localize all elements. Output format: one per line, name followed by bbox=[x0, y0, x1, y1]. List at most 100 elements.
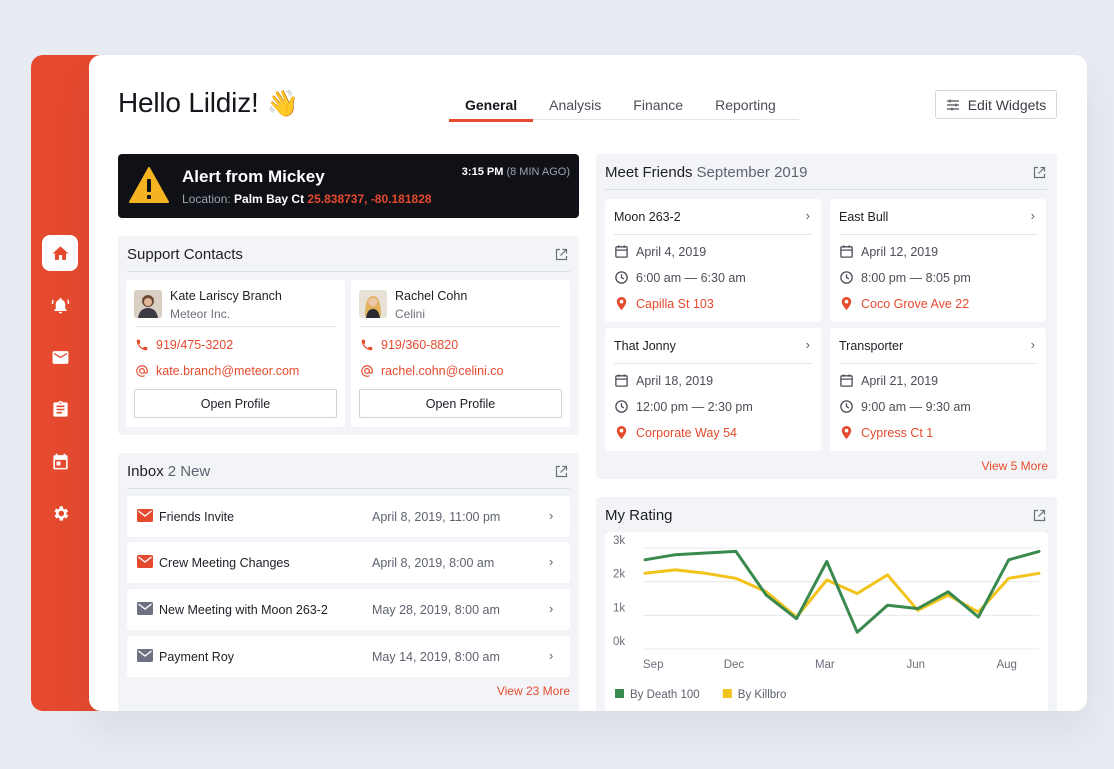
chevron-right-icon: › bbox=[549, 554, 554, 569]
contact-email[interactable]: rachel.cohn@celini.co bbox=[360, 364, 503, 378]
contact-phone[interactable]: 919/475-3202 bbox=[135, 338, 233, 352]
alert-time: 3:15 PM (8 MIN AGO) bbox=[462, 166, 570, 178]
friends-period: September 2019 bbox=[696, 164, 808, 181]
x-tick-label: Mar bbox=[815, 659, 835, 671]
gear-icon[interactable] bbox=[42, 495, 78, 531]
chevron-right-icon: › bbox=[549, 601, 554, 616]
map-pin-icon bbox=[841, 425, 852, 440]
meeting-card[interactable]: Transporter › April 21, 2019 9:00 am — 9… bbox=[830, 328, 1046, 451]
clipboard-icon[interactable] bbox=[42, 391, 78, 427]
meeting-time: 9:00 am — 9:30 am bbox=[839, 399, 971, 414]
calendar-icon bbox=[615, 374, 628, 387]
inbox-row[interactable]: Crew Meeting Changes April 8, 2019, 8:00… bbox=[127, 542, 570, 583]
external-link-icon[interactable] bbox=[555, 248, 568, 261]
inbox-date: May 14, 2019, 8:00 am bbox=[372, 650, 500, 664]
divider bbox=[614, 363, 812, 364]
inbox-row[interactable]: Payment Roy May 14, 2019, 8:00 am › bbox=[127, 636, 570, 677]
tab-finance[interactable]: Finance bbox=[633, 97, 684, 113]
chevron-right-icon: › bbox=[549, 508, 554, 523]
meeting-location-text: Corporate Way 54 bbox=[636, 425, 737, 440]
tab-reporting[interactable]: Reporting bbox=[715, 97, 776, 113]
contact-phone[interactable]: 919/360-8820 bbox=[360, 338, 458, 352]
calendar-icon bbox=[840, 374, 853, 387]
inbox-subject: Crew Meeting Changes bbox=[159, 556, 290, 570]
mail-icon[interactable] bbox=[42, 339, 78, 375]
meeting-card[interactable]: That Jonny › April 18, 2019 12:00 pm — 2… bbox=[605, 328, 821, 451]
contact-card: Rachel Cohn Celini 919/360-8820 rachel.c… bbox=[351, 280, 570, 427]
sliders-icon bbox=[946, 99, 959, 110]
meeting-location-text: Cypress Ct 1 bbox=[861, 425, 934, 440]
meeting-time-text: 6:00 am — 6:30 am bbox=[636, 270, 746, 285]
divider bbox=[605, 189, 1048, 190]
edit-widgets-label: Edit Widgets bbox=[967, 96, 1047, 113]
tab-bar: General Analysis Finance Reporting bbox=[449, 90, 799, 122]
bell-alarm-icon[interactable] bbox=[42, 287, 78, 323]
waving-hand-icon: 👋 bbox=[266, 87, 299, 118]
inbox-subject: Payment Roy bbox=[159, 650, 235, 664]
meeting-location[interactable]: Corporate Way 54 bbox=[614, 425, 737, 440]
dashboard-panel: Hello Lildiz! 👋 General Analysis Finance… bbox=[89, 55, 1087, 711]
divider bbox=[839, 363, 1037, 364]
alert-title: Alert from Mickey bbox=[182, 167, 325, 186]
legend-label: By Death 100 bbox=[630, 689, 700, 701]
legend-swatch bbox=[722, 689, 732, 698]
support-contacts-card: Support Contacts Kate Lariscy Branch Met… bbox=[118, 236, 579, 435]
inbox-count: 2 New bbox=[167, 463, 211, 480]
warning-icon bbox=[129, 167, 169, 203]
external-link-icon[interactable] bbox=[555, 465, 568, 478]
edit-widgets-button[interactable]: Edit Widgets bbox=[935, 90, 1057, 119]
contact-email-text: rachel.cohn@celini.co bbox=[381, 364, 504, 378]
chevron-right-icon: › bbox=[805, 337, 810, 352]
legend-swatch bbox=[615, 689, 624, 698]
meeting-name: Transporter bbox=[839, 339, 904, 353]
meet-friends-card: Meet Friends September 2019 Moon 263-2 › … bbox=[596, 154, 1057, 479]
meeting-time: 8:00 pm — 8:05 pm bbox=[839, 270, 971, 285]
alert-time-ago: (8 MIN AGO) bbox=[506, 166, 570, 178]
map-pin-icon bbox=[616, 425, 627, 440]
external-link-icon[interactable] bbox=[1033, 166, 1046, 179]
meeting-name: East Bull bbox=[839, 210, 889, 224]
inbox-title: Inbox bbox=[127, 463, 164, 480]
divider bbox=[839, 234, 1037, 235]
meeting-location[interactable]: Coco Grove Ave 22 bbox=[839, 296, 969, 311]
chevron-right-icon: › bbox=[1030, 208, 1035, 223]
clock-icon bbox=[615, 400, 628, 413]
meeting-date-text: April 12, 2019 bbox=[861, 244, 939, 259]
contact-phone-text: 919/475-3202 bbox=[156, 338, 234, 352]
meeting-card[interactable]: Moon 263-2 › April 4, 2019 6:00 am — 6:3… bbox=[605, 199, 821, 322]
meeting-time-text: 8:00 pm — 8:05 pm bbox=[861, 270, 971, 285]
tab-general[interactable]: General bbox=[449, 90, 534, 122]
meeting-location[interactable]: Capilla St 103 bbox=[614, 296, 714, 311]
meeting-card[interactable]: East Bull › April 12, 2019 8:00 pm — 8:0… bbox=[830, 199, 1046, 322]
alert-banner[interactable]: Alert from Mickey Location: Palm Bay Ct … bbox=[118, 154, 579, 218]
inbox-subject: New Meeting with Moon 263-2 bbox=[159, 603, 328, 617]
view-more-link[interactable]: View 23 More bbox=[496, 684, 570, 698]
open-profile-button[interactable]: Open Profile bbox=[134, 389, 337, 418]
meeting-time-text: 12:00 pm — 2:30 pm bbox=[636, 399, 753, 414]
open-profile-button[interactable]: Open Profile bbox=[359, 389, 562, 418]
meeting-location[interactable]: Cypress Ct 1 bbox=[839, 425, 933, 440]
meeting-time: 6:00 am — 6:30 am bbox=[614, 270, 746, 285]
divider bbox=[135, 326, 336, 327]
meeting-date-text: April 21, 2019 bbox=[861, 373, 939, 388]
phone-icon bbox=[361, 339, 373, 351]
inbox-date: April 8, 2019, 8:00 am bbox=[372, 556, 495, 570]
series-line bbox=[643, 568, 1041, 619]
meeting-time-text: 9:00 am — 9:30 am bbox=[861, 399, 971, 414]
inbox-row[interactable]: New Meeting with Moon 263-2 May 28, 2019… bbox=[127, 589, 570, 630]
external-link-icon[interactable] bbox=[1033, 509, 1046, 522]
x-tick-label: Dec bbox=[724, 659, 745, 671]
my-rating-card: My Rating 0k 1k 2k 3k Sep Dec Mar Jun Aug By Deat… bbox=[596, 497, 1057, 711]
home-icon[interactable] bbox=[42, 235, 78, 271]
calendar-icon[interactable] bbox=[42, 443, 78, 479]
tab-analysis[interactable]: Analysis bbox=[549, 97, 602, 113]
view-more-link[interactable]: View 5 More bbox=[981, 459, 1048, 473]
contact-email[interactable]: kate.branch@meteor.com bbox=[135, 364, 299, 378]
inbox-row[interactable]: Friends Invite April 8, 2019, 11:00 pm › bbox=[127, 496, 570, 537]
meeting-date: April 18, 2019 bbox=[614, 373, 713, 388]
mail-icon bbox=[137, 555, 153, 568]
calendar-icon bbox=[840, 245, 853, 258]
calendar-icon bbox=[615, 245, 628, 258]
alert-location-name: Palm Bay Ct bbox=[234, 192, 305, 206]
x-tick-label: Jun bbox=[906, 659, 925, 671]
